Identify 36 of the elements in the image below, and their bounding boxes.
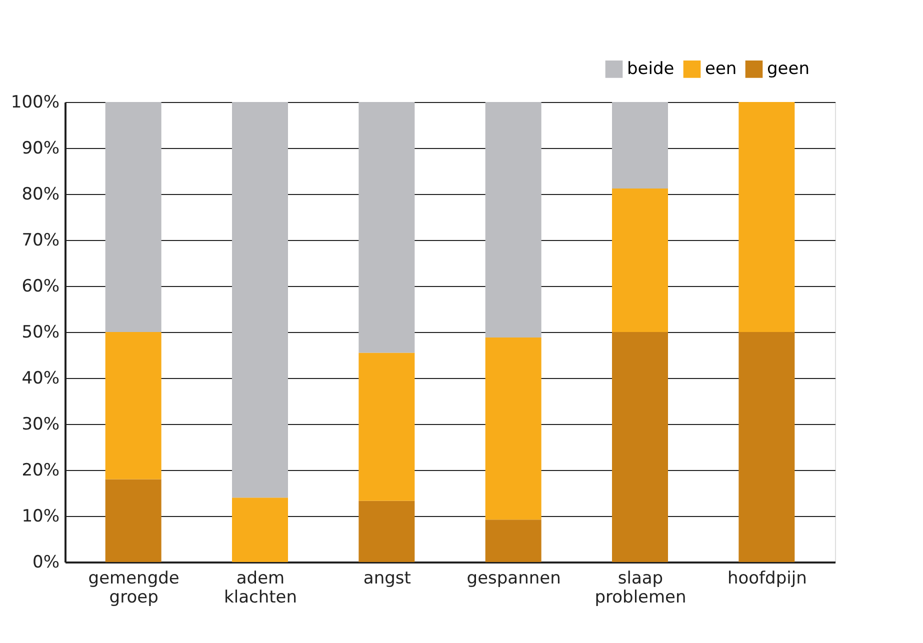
bar <box>105 479 162 562</box>
bar <box>485 338 542 520</box>
legend-label: geen <box>767 59 810 80</box>
x-tick-label: gespannen <box>466 568 561 588</box>
y-tick-label: 20% <box>22 460 60 480</box>
y-tick-label: 10% <box>22 506 60 526</box>
y-tick-label: 60% <box>22 276 60 296</box>
bar <box>232 102 288 498</box>
x-tick-label: adem klachten <box>224 568 298 608</box>
bar <box>612 332 668 562</box>
x-tick-label: gemengde groep <box>88 568 180 608</box>
bar <box>358 102 415 353</box>
y-tick-label: 30% <box>22 414 60 434</box>
bar <box>612 102 668 188</box>
x-tick-label: hoofdpijn <box>727 568 807 588</box>
legend-label: beide <box>627 59 674 80</box>
bar <box>485 520 542 562</box>
legend-label: een <box>705 59 737 80</box>
y-tick-label: 100% <box>10 92 60 112</box>
y-tick-label: 80% <box>22 184 60 204</box>
bar <box>612 188 668 332</box>
bar <box>738 102 795 332</box>
y-tick-label: 40% <box>22 368 60 388</box>
y-tick-label: 70% <box>22 230 60 250</box>
y-tick-label: 90% <box>22 138 60 158</box>
bar <box>105 332 162 480</box>
y-tick-label: 50% <box>22 322 60 342</box>
bar <box>232 498 288 562</box>
x-tick-label: slaap problemen <box>594 568 686 608</box>
bar <box>485 102 542 338</box>
bar <box>105 102 162 332</box>
bar <box>358 352 415 501</box>
x-tick-label: angst <box>363 568 412 588</box>
y-tick-label: 0% <box>32 552 60 572</box>
bar <box>358 500 415 562</box>
bar <box>738 332 795 562</box>
